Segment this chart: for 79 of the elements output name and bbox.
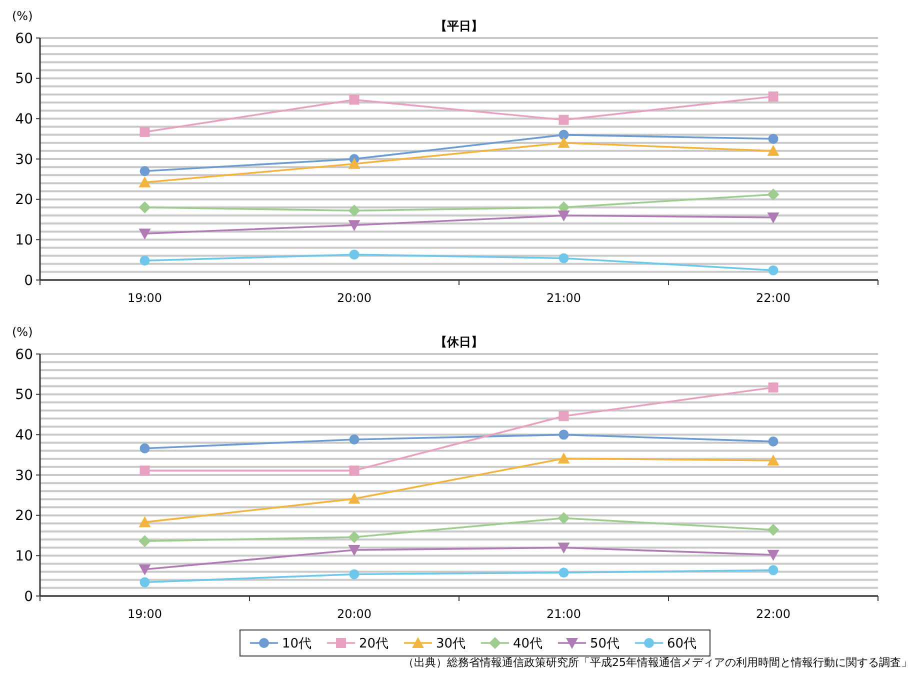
point [138,564,151,576]
point [768,265,778,276]
point [138,176,151,188]
point [140,256,150,266]
y-tick-label: 0 [24,588,33,605]
x-tick-label: 20:00 [336,291,372,305]
point [768,134,778,144]
point [558,430,569,440]
point [349,434,360,445]
point [348,158,360,169]
legend-label: 30代 [436,636,466,652]
y-axis-title: (%) [12,9,33,23]
legend-label: 40代 [513,636,543,652]
chart-title: 【平日】 [435,19,483,33]
point [558,452,570,464]
y-tick-label: 20 [15,508,33,524]
point [768,565,778,576]
point [138,228,151,240]
x-tick-label: 22:00 [756,291,791,305]
point [349,250,360,260]
y-axis-title: (%) [12,325,33,339]
point [140,166,150,176]
x-tick-label: 21:00 [546,607,582,621]
point [348,220,360,232]
chart-title: 【休日】 [435,335,483,349]
point [140,126,150,137]
x-tick-label: 19:00 [127,291,162,305]
point [348,545,360,556]
y-tick-label: 60 [15,30,33,47]
point [349,466,360,476]
point [138,516,151,528]
point [558,512,570,524]
point [558,411,569,422]
x-tick-label: 19:00 [127,607,162,621]
point [767,524,780,536]
point [558,136,570,148]
y-tick-label: 30 [15,152,33,168]
point [767,550,780,561]
legend-label: 60代 [667,636,697,652]
y-tick-label: 40 [15,428,33,444]
y-tick-label: 20 [15,192,33,208]
point [140,466,150,476]
x-tick-label: 20:00 [336,607,372,621]
point [558,253,569,264]
point [768,436,778,447]
legend-label: 10代 [282,636,312,652]
point [558,568,569,578]
point [138,535,151,548]
y-tick-label: 40 [15,112,33,128]
legend-label: 20代 [359,636,389,652]
point [767,188,780,200]
point [140,443,150,454]
y-tick-label: 50 [15,387,33,404]
point [348,492,360,504]
point [767,212,780,224]
point [348,204,360,217]
legend-label: 50代 [590,636,620,652]
y-tick-label: 10 [15,548,33,565]
x-tick-label: 22:00 [756,607,791,621]
point [558,130,569,140]
point [768,382,778,392]
point [140,577,150,588]
y-tick-label: 50 [15,71,33,88]
point [768,91,778,102]
point [558,114,569,125]
point [348,531,360,544]
point [349,569,360,580]
x-tick-label: 21:00 [546,291,582,305]
text: （出典）総務省情報通信政策研究所「平成25年情報通信メディアの利用時間と情報行動に関する調査」 [403,656,912,669]
y-tick-label: 60 [15,346,33,363]
point [767,454,780,466]
point [558,542,570,554]
point [138,201,151,214]
point [767,144,780,156]
y-tick-label: 10 [15,232,33,249]
y-tick-label: 30 [15,468,33,484]
point [349,94,360,105]
y-tick-label: 0 [24,272,33,289]
point [558,210,570,222]
